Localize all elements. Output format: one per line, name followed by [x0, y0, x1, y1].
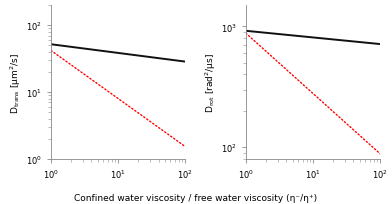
Text: Confined water viscosity / free water viscosity (η⁻/η⁺): Confined water viscosity / free water vi… — [74, 193, 318, 202]
Y-axis label: D$_{\mathrm{rot}}$ [rad$^2$/μs]: D$_{\mathrm{rot}}$ [rad$^2$/μs] — [203, 53, 218, 112]
Y-axis label: D$_{\mathrm{trans}}$ [μm$^2$/s]: D$_{\mathrm{trans}}$ [μm$^2$/s] — [9, 52, 23, 113]
